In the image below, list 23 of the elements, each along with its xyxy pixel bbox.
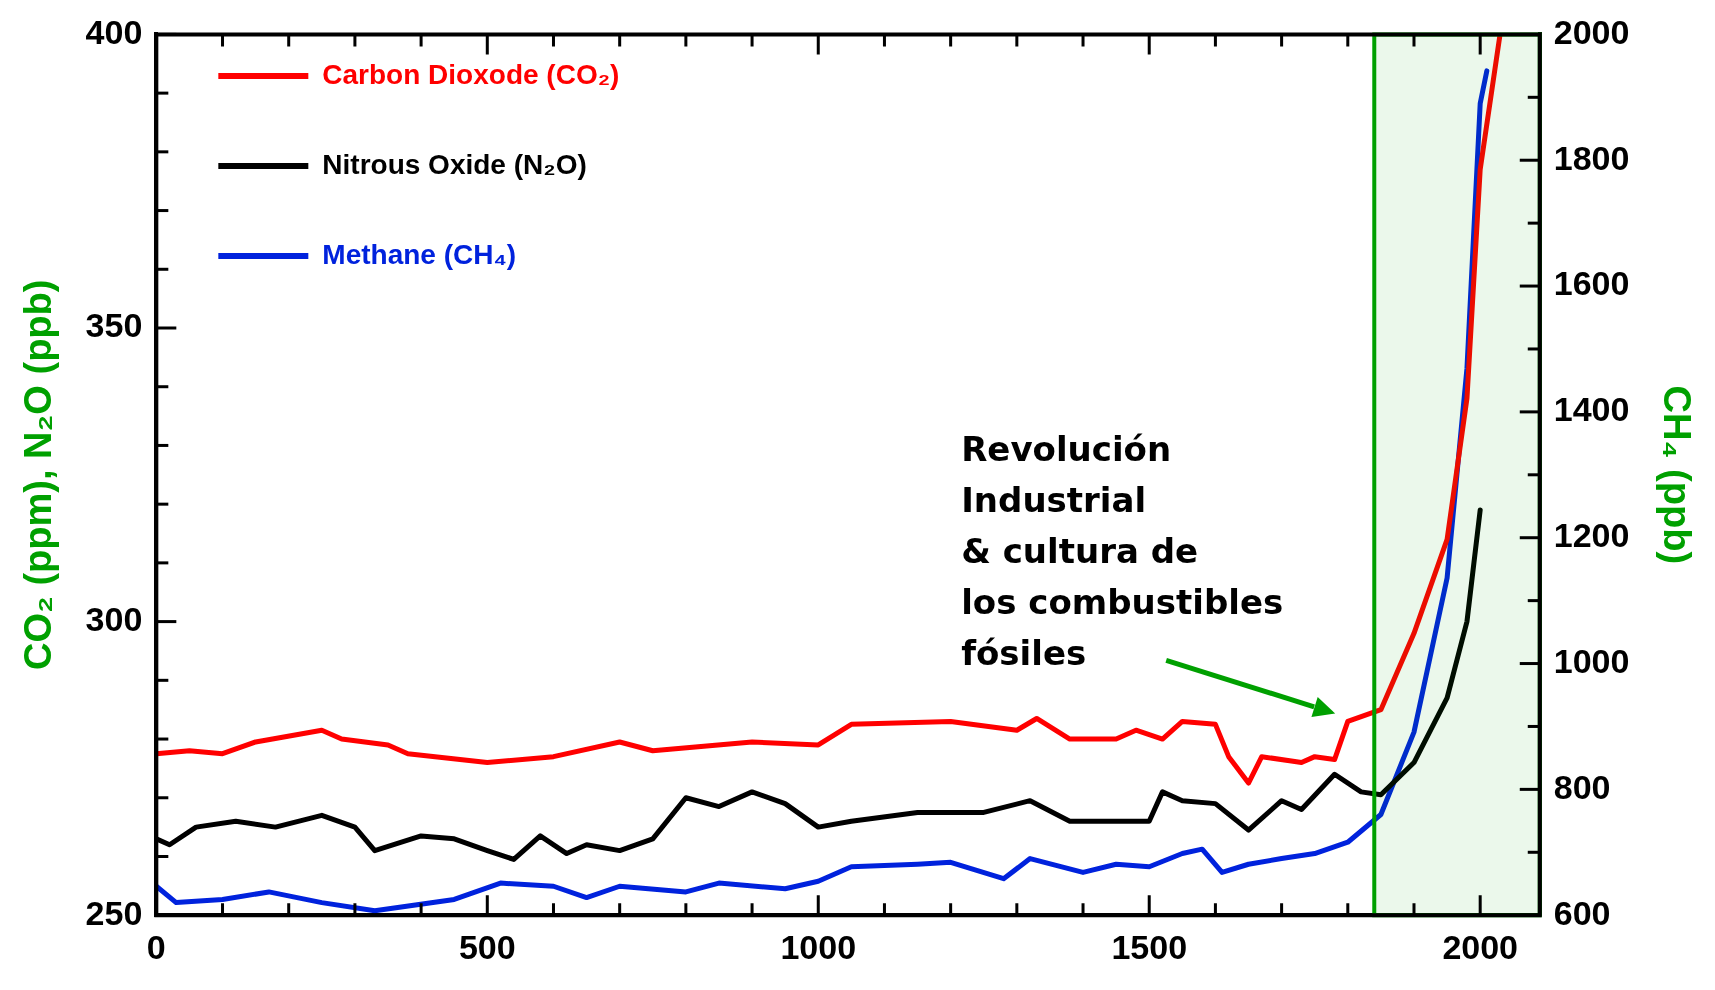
x-tick-label: 1000: [780, 927, 857, 966]
y2-tick-label: 1600: [1553, 264, 1630, 303]
y-tick-label: 350: [85, 306, 143, 345]
y-tick-label: 300: [85, 599, 143, 638]
x-tick-label: 500: [458, 927, 516, 966]
x-tick-label: 1500: [1111, 927, 1188, 966]
y2-tick-label: 1200: [1553, 516, 1630, 555]
y2-tick-label: 2000: [1553, 12, 1630, 51]
y2-tick-label: 1800: [1553, 138, 1630, 177]
annotation: Revolución Industrial & cultura de los combustibles fósiles: [961, 429, 1284, 674]
y2-tick-label: 1000: [1553, 641, 1630, 680]
y2-tick-label: 800: [1553, 767, 1611, 806]
y2-tick-label: 1400: [1553, 390, 1630, 429]
y-tick-label: 400: [85, 12, 143, 51]
y-tick-label: 250: [85, 893, 143, 932]
x-tick-label: 0: [146, 927, 166, 966]
legend-label: Nitrous Oxide (N₂O): [322, 148, 587, 180]
legend-label: Methane (CH₄): [322, 238, 517, 270]
x-tick-label: 2000: [1442, 927, 1519, 966]
y2-axis-title: CH₄ (ppb): [1655, 385, 1698, 565]
y2-tick-label: 600: [1553, 893, 1611, 932]
y-axis-title: CO₂ (ppm), N₂O (ppb): [17, 279, 60, 671]
legend-label: Carbon Dioxode (CO₂): [322, 58, 620, 90]
